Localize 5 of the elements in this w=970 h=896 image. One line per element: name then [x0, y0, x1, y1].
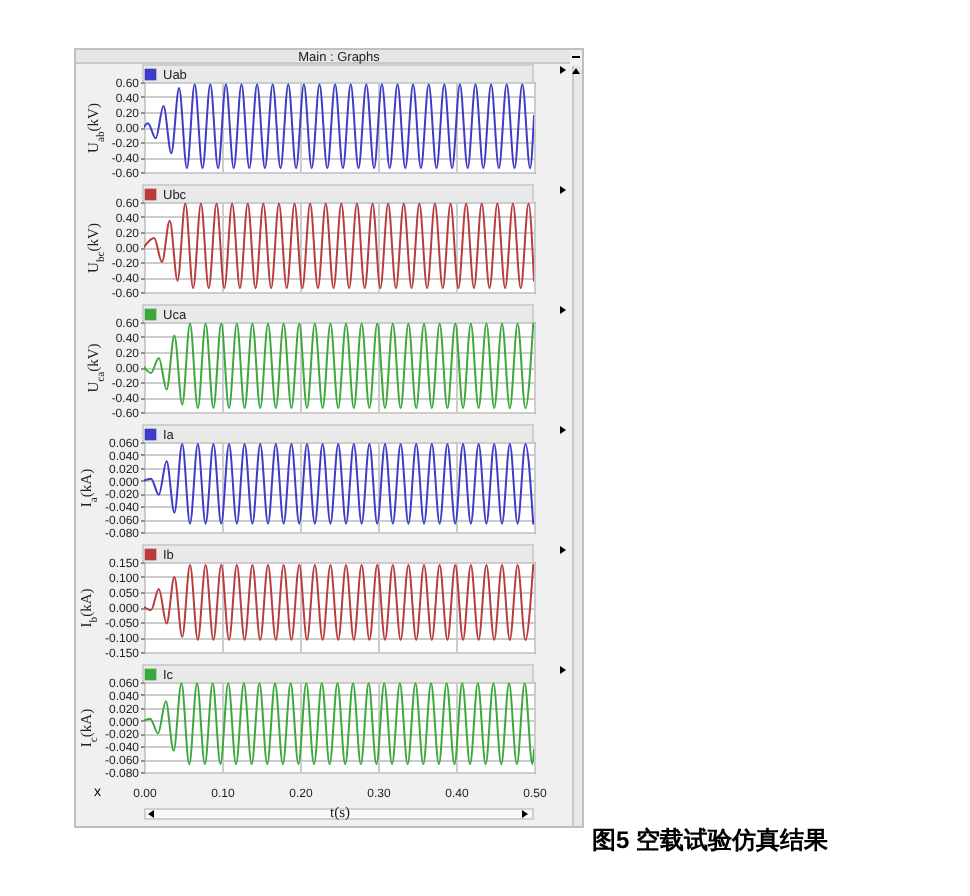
line-series — [143, 321, 533, 409]
line-series — [143, 82, 533, 169]
caption: 图5 空载试验仿真结果 — [592, 824, 829, 858]
line-series — [143, 201, 533, 289]
line-series — [143, 681, 533, 765]
